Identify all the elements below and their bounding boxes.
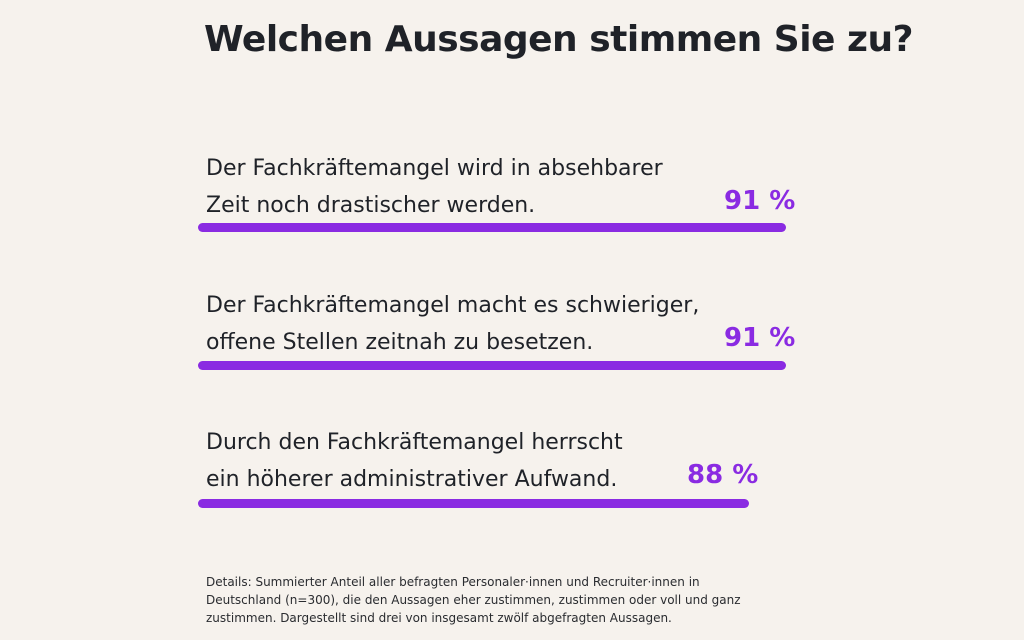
bar [198,499,749,508]
bar-label: Der Fachkräftemangel macht es schwierige… [206,293,700,355]
bar [198,361,786,370]
value-label: 91 % [724,186,796,216]
bar-label: Der Fachkräftemangel wird in absehbarer … [206,156,663,218]
footnote: Details: Summierter Anteil aller befragt… [206,575,741,625]
chart-title: Welchen Aussagen stimmen Sie zu? [204,19,913,60]
value-label: 91 % [724,323,796,353]
bar-label: Durch den Fachkräftemangel herrscht ein … [206,430,623,492]
bar [198,223,786,232]
value-label: 88 % [687,460,759,490]
